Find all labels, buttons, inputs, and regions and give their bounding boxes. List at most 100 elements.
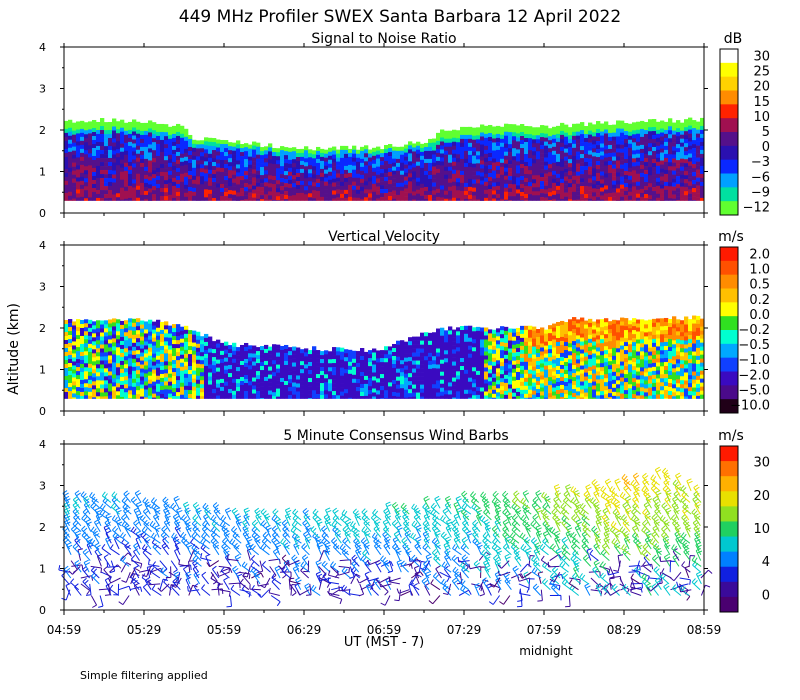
heatmap-cell	[124, 332, 129, 337]
heatmap-cell	[220, 350, 225, 356]
heatmap-cell	[100, 126, 105, 131]
heatmap-cell	[408, 385, 413, 390]
heatmap-cell	[564, 188, 569, 193]
heatmap-cell	[664, 157, 669, 163]
heatmap-cell	[76, 121, 81, 126]
heatmap-cell	[412, 195, 417, 200]
heatmap-cell	[420, 155, 425, 161]
heatmap-cell	[652, 119, 657, 124]
heatmap-cell	[260, 191, 265, 196]
heatmap-cell	[124, 194, 129, 200]
heatmap-cell	[172, 165, 177, 171]
heatmap-cell	[264, 170, 269, 175]
heatmap-cell	[196, 371, 201, 377]
panel-snr-title: Signal to Noise Ratio	[311, 31, 456, 47]
heatmap-cell	[100, 384, 105, 389]
heatmap-cell	[392, 391, 397, 397]
heatmap-cell	[616, 188, 621, 193]
heatmap-cell	[636, 137, 641, 143]
heatmap-cell	[356, 177, 361, 183]
heatmap-cell	[392, 367, 397, 373]
heatmap-cell	[196, 192, 201, 197]
heatmap-cell	[208, 169, 213, 175]
heatmap-cell	[248, 365, 253, 370]
heatmap-cell	[552, 186, 557, 192]
heatmap-cell	[376, 350, 381, 355]
heatmap-cell	[448, 366, 453, 371]
heatmap-cell	[72, 329, 77, 334]
heatmap-cell	[520, 369, 525, 375]
heatmap-cell	[436, 148, 441, 154]
heatmap-cell	[264, 198, 269, 201]
heatmap-cell	[152, 162, 157, 167]
heatmap-cell	[568, 155, 573, 160]
heatmap-cell	[388, 148, 393, 153]
heatmap-cell	[320, 180, 325, 186]
heatmap-cell	[296, 363, 301, 368]
heatmap-cell	[252, 197, 257, 201]
heatmap-cell	[336, 173, 341, 178]
heatmap-cell	[452, 141, 457, 147]
heatmap-cell	[508, 164, 513, 169]
heatmap-cell	[284, 163, 289, 168]
heatmap-cell	[388, 374, 393, 379]
heatmap-cell	[200, 188, 205, 193]
heatmap-cell	[664, 149, 669, 155]
heatmap-cell	[508, 344, 513, 349]
heatmap-cell	[112, 170, 117, 175]
heatmap-cell	[656, 145, 661, 151]
heatmap-cell	[256, 347, 261, 352]
heatmap-cell	[120, 175, 125, 180]
heatmap-cell	[124, 320, 129, 325]
heatmap-cell	[536, 373, 541, 378]
heatmap-cell	[372, 384, 377, 389]
heatmap-cell	[492, 369, 497, 375]
heatmap-cell	[532, 362, 537, 367]
heatmap-cell	[152, 365, 157, 370]
heatmap-cell	[236, 172, 241, 177]
heatmap-cell	[296, 193, 301, 198]
heatmap-cell	[444, 186, 449, 192]
heatmap-cell	[384, 370, 389, 375]
heatmap-cell	[492, 397, 497, 399]
heatmap-cell	[468, 325, 473, 331]
heatmap-cell	[124, 138, 129, 144]
heatmap-cell	[148, 140, 153, 145]
heatmap-cell	[168, 397, 173, 399]
heatmap-cell	[96, 332, 101, 337]
heatmap-cell	[512, 328, 517, 334]
heatmap-cell	[404, 184, 409, 189]
heatmap-cell	[392, 194, 397, 199]
heatmap-cell	[276, 180, 281, 185]
heatmap-cell	[168, 329, 173, 334]
heatmap-cell	[264, 352, 269, 358]
heatmap-cell	[164, 373, 169, 378]
heatmap-cell	[304, 380, 309, 385]
heatmap-cell	[240, 376, 245, 382]
heatmap-cell	[300, 188, 305, 194]
heatmap-cell	[440, 129, 445, 134]
heatmap-cell	[556, 337, 561, 343]
heatmap-cell	[412, 155, 417, 160]
heatmap-cell	[184, 345, 189, 351]
heatmap-cell	[508, 160, 513, 165]
heatmap-cell	[292, 167, 297, 172]
heatmap-cell	[496, 137, 501, 143]
heatmap-cell	[136, 330, 141, 335]
heatmap-cell	[372, 364, 377, 369]
heatmap-cell	[124, 142, 129, 148]
heatmap-cell	[352, 362, 357, 368]
heatmap-cell	[104, 376, 109, 381]
heatmap-cell	[72, 385, 77, 390]
heatmap-cell	[476, 354, 481, 360]
heatmap-cell	[360, 372, 365, 377]
heatmap-cell	[528, 186, 533, 191]
heatmap-cell	[88, 193, 93, 198]
heatmap-cell	[356, 375, 361, 380]
heatmap-cell	[508, 168, 513, 173]
heatmap-cell	[284, 352, 289, 358]
heatmap-cell	[132, 346, 137, 352]
heatmap-cell	[600, 171, 605, 176]
heatmap-cell	[312, 198, 317, 201]
heatmap-cell	[544, 153, 549, 158]
